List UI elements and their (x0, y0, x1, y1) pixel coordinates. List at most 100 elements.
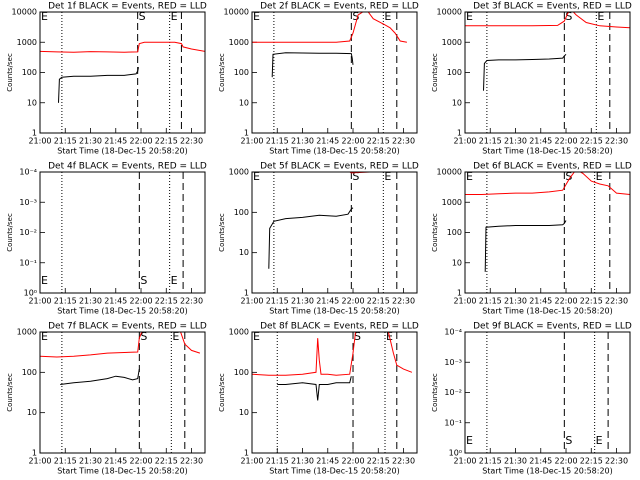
annotation: E (41, 330, 48, 343)
x-tick-label: 21:45 (104, 297, 127, 306)
y-tick-label: 10 (27, 98, 37, 107)
x-tick-label: 22:00 (341, 297, 364, 306)
annotation: S (354, 330, 361, 343)
x-tick-label: 21:00 (240, 297, 263, 306)
chart-title: Det 7f BLACK = Events, RED = LLD (48, 322, 207, 332)
series-line (268, 207, 354, 269)
y-tick-label: 10 (239, 248, 249, 257)
panel: Det 5f BLACK = Events, RED = LLD Counts/s… (218, 162, 419, 316)
panel: Det 9f BLACK = Events, RED = LLD Counts/s… (431, 322, 632, 476)
x-tick-label: 21:00 (28, 457, 51, 466)
y-tick-label: 1000 (442, 38, 462, 47)
x-tick-label: 21:30 (291, 297, 314, 306)
plot-frame (464, 331, 631, 454)
y-tick-label: 1 (32, 129, 37, 138)
x-axis-label: Start Time (18-Dec-15 20:58:20) (482, 307, 613, 316)
annotation: S (565, 10, 572, 23)
x-axis-label: Start Time (18-Dec-15 20:58:20) (57, 147, 188, 156)
y-tick-label: 10⁰ (24, 289, 37, 298)
plot-frame (464, 171, 631, 294)
x-tick-label: 22:30 (392, 457, 415, 466)
y-axis-label: Counts/sec (431, 373, 439, 412)
chart-title: Det 1f BLACK = Events, RED = LLD (48, 2, 207, 12)
x-tick-label: 21:30 (79, 297, 102, 306)
x-tick-label: 21:00 (240, 457, 263, 466)
x-axis-label: Start Time (18-Dec-15 20:58:20) (269, 467, 400, 476)
x-tick-label: 21:30 (291, 457, 314, 466)
panel: Det 8f BLACK = Events, RED = LLD Counts/s… (218, 322, 419, 476)
annotation: S (140, 330, 147, 343)
annotation: E (253, 330, 260, 343)
chart-title: Det 4f BLACK = Events, RED = LLD (48, 162, 207, 172)
plot-frame (39, 331, 206, 454)
x-tick-label: 21:15 (479, 137, 502, 146)
plot-frame (251, 171, 418, 294)
y-axis-label: Counts/sec (6, 213, 14, 252)
x-tick-label: 21:15 (266, 297, 289, 306)
x-tick-label: 22:30 (605, 137, 628, 146)
x-tick-label: 22:00 (129, 297, 152, 306)
annotation: E (253, 170, 260, 183)
series-line (483, 53, 567, 91)
series-line (252, 332, 413, 376)
x-tick-label: 21:15 (54, 457, 77, 466)
y-tick-label: 1 (457, 289, 462, 298)
y-tick-label: 1000 (229, 168, 249, 177)
panel: Det 2f BLACK = Events, RED = LLD Counts/s… (218, 2, 419, 156)
x-tick-label: 22:15 (155, 457, 178, 466)
y-tick-label: 10⁰ (449, 449, 462, 458)
y-tick-label: 1 (244, 129, 249, 138)
annotation: E (596, 170, 603, 183)
x-tick-label: 22:15 (155, 297, 178, 306)
x-tick-label: 21:00 (453, 297, 476, 306)
y-tick-label: 1000 (17, 328, 37, 337)
panel: Det 4f BLACK = Events, RED = LLD Counts/s… (6, 162, 207, 316)
annotation: E (384, 170, 391, 183)
x-tick-label: 21:30 (291, 137, 314, 146)
annotation: E (596, 434, 603, 447)
plot-frame (39, 171, 206, 294)
series-line (40, 41, 205, 53)
x-tick-label: 22:15 (580, 457, 603, 466)
annotation: E (171, 10, 178, 23)
y-tick-label: 10000 (437, 168, 462, 177)
x-tick-label: 21:15 (266, 137, 289, 146)
annotation: E (172, 330, 179, 343)
y-tick-label: 10⁻³ (444, 358, 462, 367)
x-axis-label: Start Time (18-Dec-15 20:58:20) (482, 147, 613, 156)
x-tick-label: 21:00 (240, 137, 263, 146)
y-axis-label: Counts/sec (218, 373, 226, 412)
y-tick-label: 100 (22, 368, 37, 377)
y-tick-label: 100 (447, 228, 462, 237)
chart-title: Det 2f BLACK = Events, RED = LLD (260, 2, 419, 12)
y-tick-label: 1 (457, 129, 462, 138)
annotation: E (466, 434, 473, 447)
y-tick-label: 100 (234, 368, 249, 377)
series-line (271, 52, 354, 78)
x-tick-label: 22:00 (341, 457, 364, 466)
y-axis-label: Counts/sec (431, 213, 439, 252)
y-tick-label: 10 (239, 98, 249, 107)
x-axis-label: Start Time (18-Dec-15 20:58:20) (57, 307, 188, 316)
x-tick-label: 22:15 (367, 137, 390, 146)
x-tick-label: 21:45 (104, 457, 127, 466)
series-line (60, 369, 140, 385)
chart-title: Det 9f BLACK = Events, RED = LLD (473, 322, 632, 332)
x-tick-label: 21:15 (479, 297, 502, 306)
y-axis-label: Counts/sec (6, 53, 14, 92)
annotation: S (565, 170, 572, 183)
x-tick-label: 22:00 (341, 137, 364, 146)
annotation: E (41, 10, 48, 23)
y-tick-label: 10⁻⁴ (19, 168, 37, 177)
x-axis-label: Start Time (18-Dec-15 20:58:20) (269, 147, 400, 156)
x-tick-label: 22:15 (367, 297, 390, 306)
x-tick-label: 22:30 (180, 137, 203, 146)
series-line (252, 172, 417, 174)
y-tick-label: 10 (239, 408, 249, 417)
y-tick-label: 1 (32, 449, 37, 458)
annotation: E (597, 10, 604, 23)
x-tick-label: 21:45 (104, 137, 127, 146)
annotation: E (41, 274, 48, 287)
x-tick-label: 22:15 (580, 137, 603, 146)
series-line (252, 12, 407, 43)
